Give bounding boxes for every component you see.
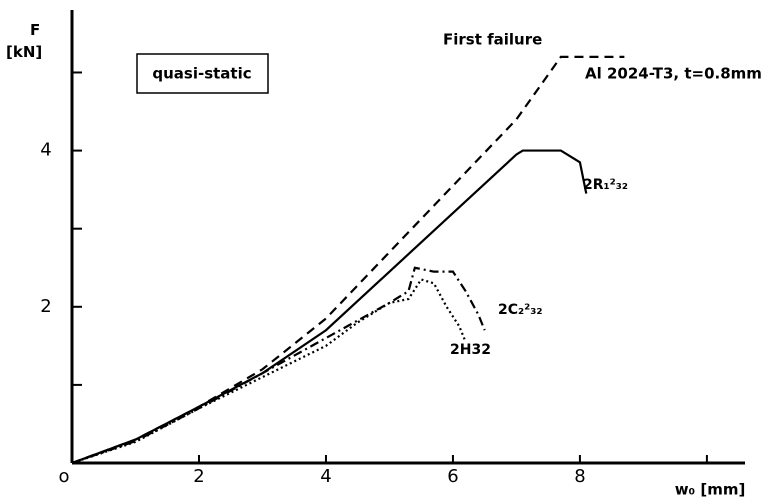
x-axis-label: w₀ [mm]: [675, 481, 746, 499]
x-tick-label: 8: [574, 466, 585, 487]
series-label: 2H32: [450, 342, 491, 358]
x-tick-label: 4: [320, 466, 331, 487]
y-tick-label: 2: [40, 296, 51, 317]
annotation: First failure: [443, 31, 542, 49]
series-label: 2R₁²₃₂: [583, 177, 628, 193]
x-tick-label: o: [58, 466, 69, 487]
y-axis-label: F [kN]: [6, 21, 42, 61]
series-line: [71, 266, 486, 465]
y-tick-label: 4: [40, 140, 51, 161]
chart-title: quasi-static: [152, 65, 251, 83]
x-tick-label: 2: [193, 466, 204, 487]
series-line: [71, 55, 625, 465]
title-box: [136, 53, 269, 94]
series-label: 2C₂²₃₂: [498, 302, 543, 318]
series-line: [71, 278, 467, 465]
annotation: Al 2024-T3, t=0.8mm: [585, 65, 762, 83]
series-line: [71, 149, 588, 465]
x-tick-label: 6: [447, 466, 458, 487]
